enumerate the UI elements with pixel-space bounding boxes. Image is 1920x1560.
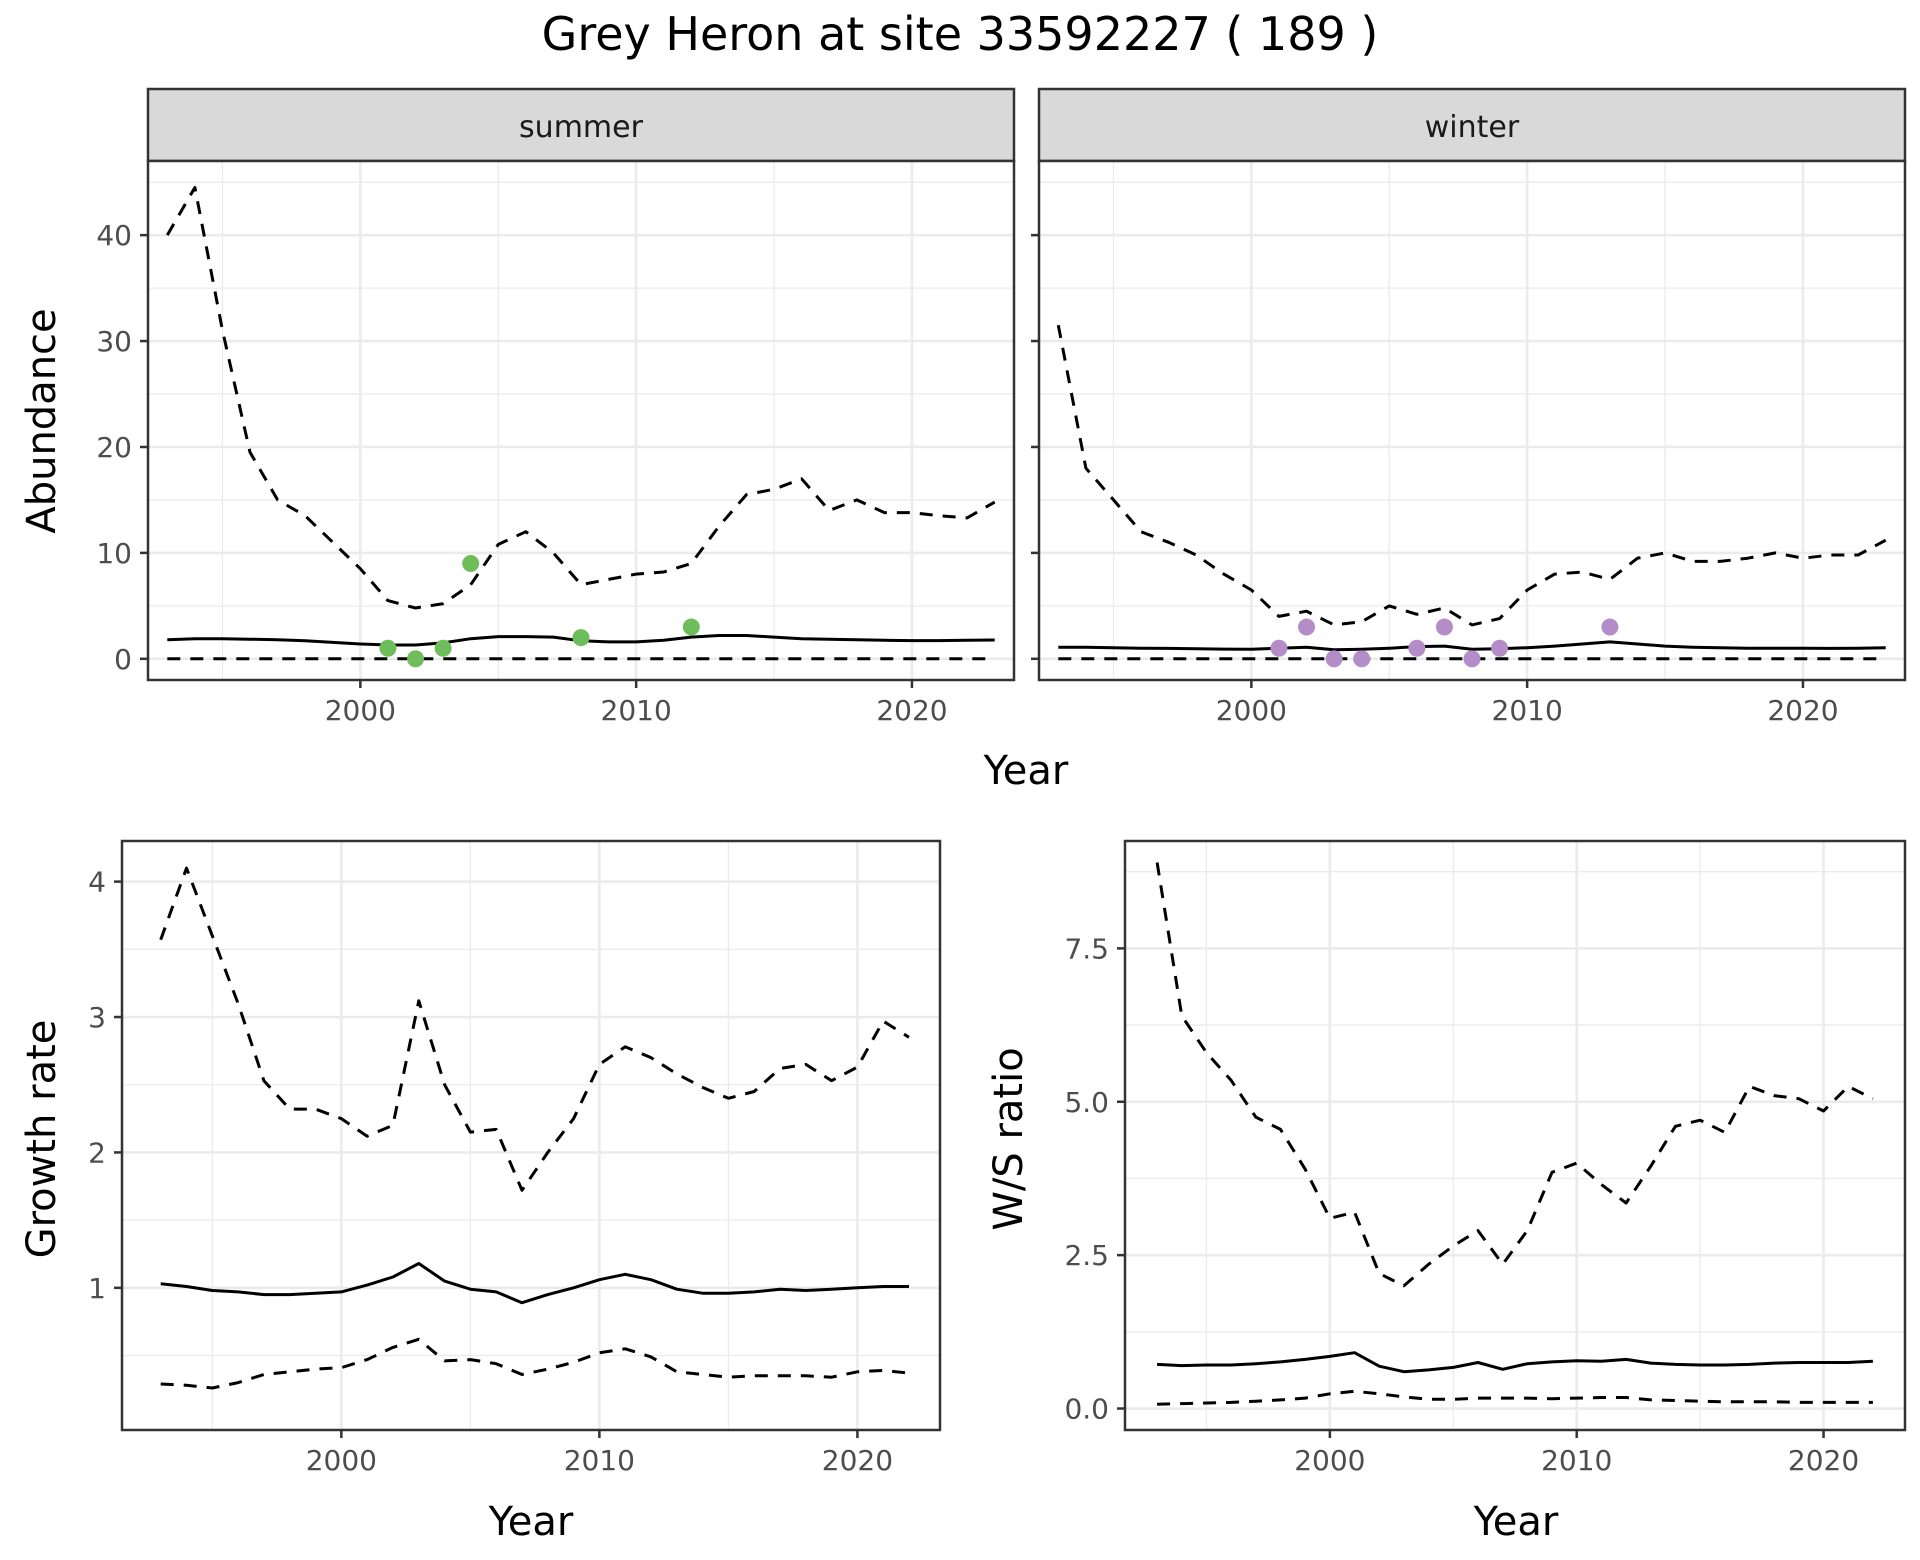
x-axis-title-growth: Year	[488, 1499, 574, 1545]
x-axis-title-top: Year	[983, 748, 1069, 794]
x-tick-label: 2020	[1767, 694, 1838, 727]
y-tick-label: 0	[114, 643, 132, 676]
observation-point	[1353, 650, 1371, 668]
y-tick-label: 20	[96, 431, 132, 464]
y-axis-title-growth: Growth rate	[19, 1020, 65, 1259]
x-tick-label: 2000	[1216, 694, 1287, 727]
series-line-dashed-2	[1157, 1389, 1873, 1406]
strip-label-summer: summer	[519, 110, 644, 145]
x-tick-label: 2010	[564, 1444, 635, 1477]
figure-title: Grey Heron at site 33592227 ( 189 )	[542, 7, 1379, 61]
y-tick-label: 4	[88, 866, 106, 899]
observation-point	[1601, 618, 1619, 636]
y-tick-label: 7.5	[1064, 932, 1109, 965]
observation-point	[572, 629, 590, 647]
series-line-solid-1	[1157, 1351, 1873, 1374]
panel-border	[120, 839, 942, 1432]
panel-border	[146, 159, 1016, 682]
y-axis-title-abundance: Abundance	[19, 308, 65, 533]
x-tick-label: 2010	[601, 694, 672, 727]
series-line-dashed-2	[160, 1337, 910, 1390]
x-axis-title-ratio: Year	[1473, 1499, 1559, 1545]
observation-point	[1325, 650, 1343, 668]
observation-point	[1298, 618, 1316, 636]
series-line-solid-1	[1058, 640, 1886, 652]
observation-point	[379, 639, 397, 657]
plot-area	[1125, 841, 1905, 1430]
observation-point	[434, 639, 452, 657]
x-tick-label: 2020	[1788, 1444, 1859, 1477]
y-tick-label: 1	[88, 1272, 106, 1305]
plot-area	[1039, 161, 1905, 680]
observation-point	[407, 650, 425, 668]
y-axis-title-ratio: W/S ratio	[986, 1047, 1032, 1230]
panel-growth-rate: 2000 2010 2020 1 2 3 4	[88, 839, 942, 1477]
panel-summer: 2000 2010 2020 0 10 20 30 40	[96, 159, 1016, 727]
panel-ws-ratio: 2000 2010 2020 0.0 2.5 5.0 7.5	[1064, 839, 1907, 1477]
strip-label-winter: winter	[1425, 110, 1520, 145]
x-tick-label: 2020	[822, 1444, 893, 1477]
series-line-dashed-0	[1155, 862, 1874, 1288]
y-tick-label: 2	[88, 1136, 106, 1169]
observation-point	[1408, 639, 1426, 657]
y-tick-label: 2.5	[1064, 1239, 1109, 1272]
y-tick-label: 3	[88, 1001, 106, 1034]
panel-border	[1123, 839, 1907, 1432]
y-tick-label: 0.0	[1064, 1393, 1109, 1426]
x-tick-label: 2000	[325, 694, 396, 727]
observation-point	[1463, 650, 1481, 668]
observation-point	[462, 554, 480, 572]
x-tick-label: 2010	[1492, 694, 1563, 727]
panel-winter: 2000 2010 2020	[1031, 159, 1907, 727]
strip-summer	[146, 87, 1016, 163]
series-line-solid-1	[160, 1262, 909, 1305]
x-tick-label: 2010	[1541, 1444, 1612, 1477]
y-tick-label: 40	[96, 219, 132, 252]
series-line-dashed-0	[1056, 324, 1887, 627]
y-tick-label: 30	[96, 325, 132, 358]
observation-point	[682, 618, 700, 636]
panel-border	[1037, 159, 1907, 682]
y-tick-label: 5.0	[1064, 1086, 1109, 1119]
observation-point	[1435, 618, 1453, 636]
observation-point	[1491, 639, 1509, 657]
series-line-dashed-0	[166, 186, 996, 610]
strip-winter	[1037, 87, 1907, 163]
x-tick-label: 2020	[876, 694, 947, 727]
series-line-dashed-0	[159, 866, 910, 1192]
plot-area	[122, 841, 940, 1430]
observation-point	[1270, 639, 1288, 657]
x-tick-label: 2000	[1294, 1444, 1365, 1477]
y-tick-label: 10	[96, 537, 132, 570]
x-tick-label: 2000	[306, 1444, 377, 1477]
plot-area	[148, 161, 1014, 680]
